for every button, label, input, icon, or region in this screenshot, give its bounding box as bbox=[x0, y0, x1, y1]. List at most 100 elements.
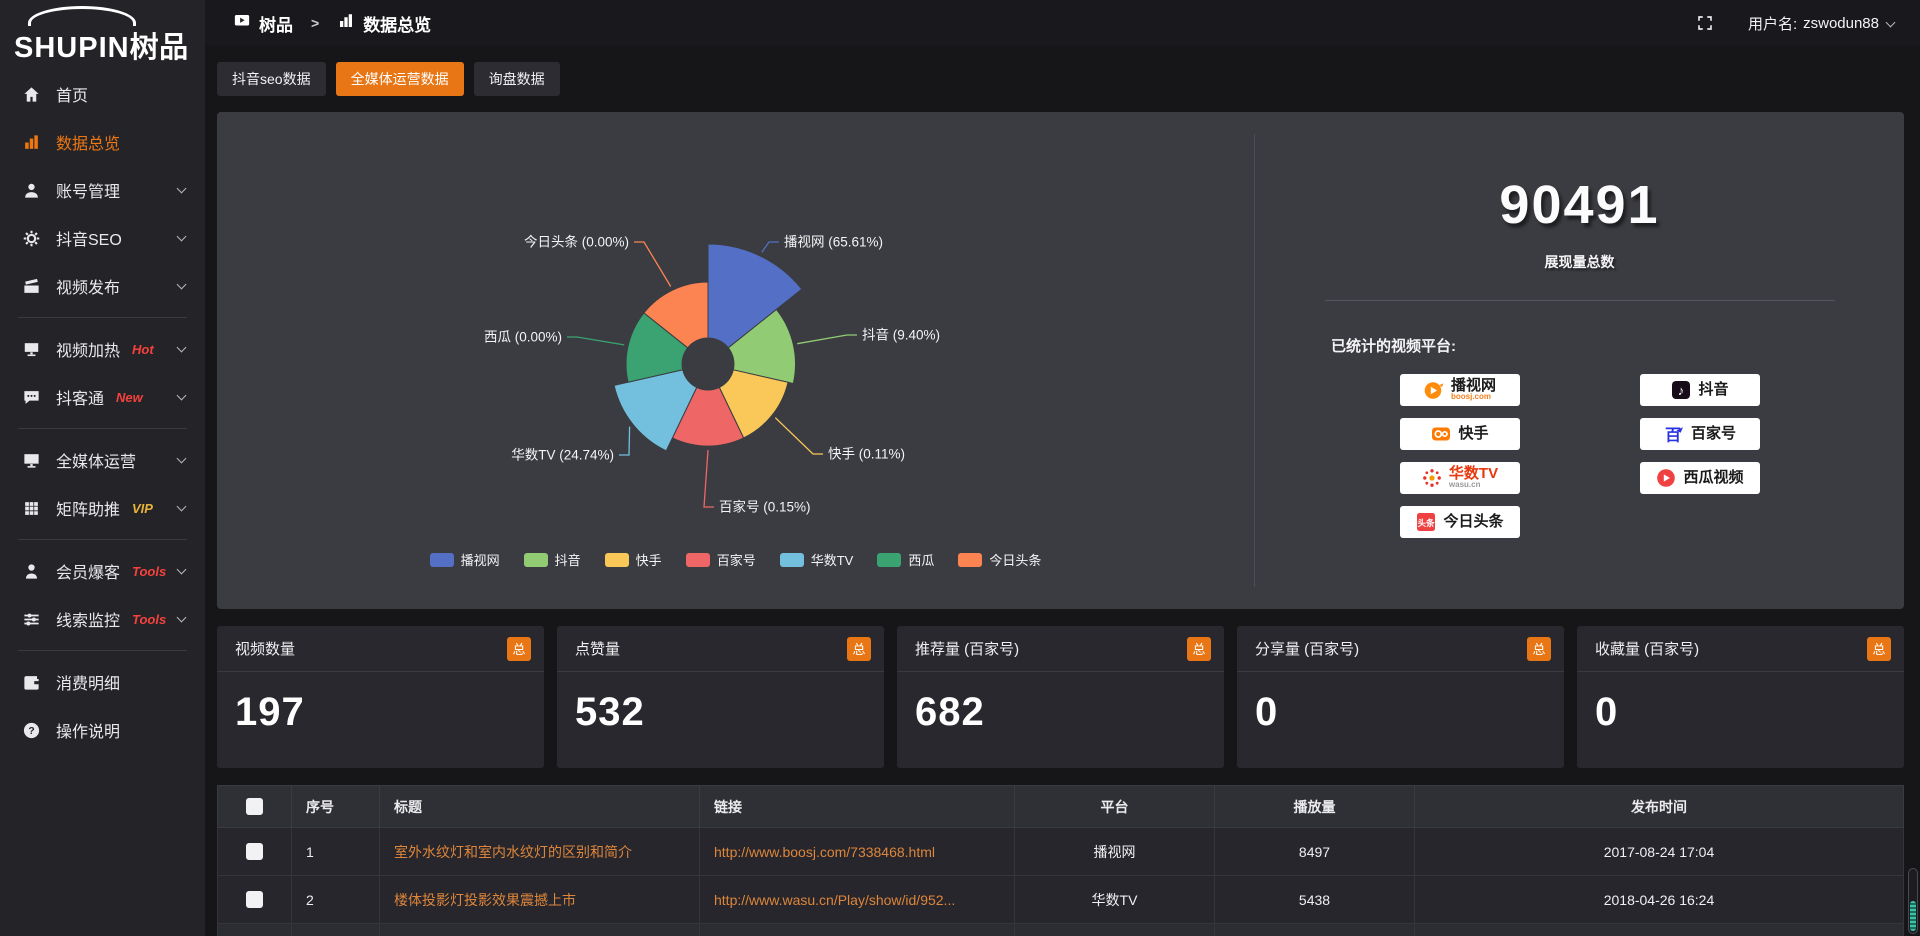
chevron-down-icon bbox=[176, 453, 187, 464]
legend-label: 百家号 bbox=[716, 553, 756, 568]
stat-card-like-count: 点赞量 总 532 bbox=[557, 626, 884, 768]
tab-label: 全媒体运营数据 bbox=[350, 71, 449, 87]
sidebar-item-consume-detail[interactable]: 消费明细 bbox=[0, 658, 205, 706]
sidebar-item-badge: New bbox=[116, 389, 143, 405]
video-title-link[interactable]: 楼体投影灯投影效果震撼上市 bbox=[394, 891, 576, 908]
pie-slice-今日头条[interactable] bbox=[643, 281, 709, 349]
platform-name: 抖音 bbox=[1698, 381, 1729, 399]
select-all-checkbox[interactable] bbox=[246, 798, 263, 816]
pie-label-line bbox=[774, 417, 823, 455]
legend-item-西瓜[interactable]: 西瓜 bbox=[877, 550, 934, 569]
breadcrumb-item-shupin[interactable]: 树品 bbox=[259, 15, 293, 35]
total-impressions-label: 展现量总数 bbox=[1544, 254, 1615, 270]
column-header: 发布时间 bbox=[1414, 785, 1904, 828]
pie-slice-华数TV[interactable] bbox=[613, 369, 698, 452]
sidebar-item-member-baoke[interactable]: 会员爆客 Tools bbox=[0, 547, 205, 595]
sidebar-item-video-publish[interactable]: 视频发布 bbox=[0, 262, 205, 310]
person-icon bbox=[22, 562, 41, 581]
legend-item-抖音[interactable]: 抖音 bbox=[523, 550, 581, 569]
video-url-link[interactable]: http://www.boosj.com/7338468.html bbox=[714, 843, 936, 860]
breadcrumb-item-data-overview[interactable]: 数据总览 bbox=[363, 15, 432, 35]
publish-time-cell: 2018-04-26 16:24 bbox=[1414, 875, 1904, 924]
username: zswodun88 bbox=[1803, 14, 1879, 32]
wallet-icon bbox=[22, 673, 41, 692]
sidebar-item-label: 抖客通 bbox=[56, 391, 105, 408]
videos-table: 序号 标题 链接 平台 播放量 发布时间 1 室外水纹灯和室内水纹灯的区别和简介 http… bbox=[217, 785, 1904, 936]
legend-item-华数TV[interactable]: 华数TV bbox=[779, 550, 853, 569]
sidebar-divider bbox=[18, 650, 187, 651]
video-title-link[interactable]: 室外水纹灯和室内水纹灯的区别和简介 bbox=[394, 843, 632, 860]
user-menu[interactable]: 用户名: zswodun88 bbox=[1748, 13, 1896, 34]
row-select-cell bbox=[217, 875, 292, 924]
sidebar-item-media-operation[interactable]: 全媒体运营 bbox=[0, 436, 205, 484]
overview-icon bbox=[337, 12, 355, 35]
stat-card-value: 197 bbox=[235, 690, 305, 734]
platform-badges: 播视网 boosj.com ♪ 抖音 快手 百百家号 华数TV wasu.cn 西瓜视频 头条… bbox=[1399, 374, 1760, 538]
sidebar-item-operation-guide[interactable]: ? 操作说明 bbox=[0, 706, 205, 754]
pie-label-line bbox=[761, 241, 779, 253]
tab-inquiry-data[interactable]: 询盘数据 bbox=[473, 62, 560, 96]
sidebar-item-douyin-seo[interactable]: 抖音SEO bbox=[0, 214, 205, 262]
sidebar-item-account-manage[interactable]: 账号管理 bbox=[0, 166, 205, 214]
tab-label: 询盘数据 bbox=[488, 71, 545, 87]
pie-label: 西瓜 (0.00%) bbox=[484, 330, 562, 345]
video-url-link[interactable]: http://www.wasu.cn/Play/show/id/952... bbox=[714, 891, 956, 908]
screen-icon bbox=[22, 340, 41, 359]
pie-slice-快手[interactable] bbox=[718, 369, 789, 439]
stat-card-value: 682 bbox=[915, 690, 985, 734]
pie-slice-西瓜[interactable] bbox=[625, 312, 689, 383]
row-checkbox[interactable] bbox=[246, 843, 263, 861]
pie-slice-抖音[interactable] bbox=[727, 308, 796, 385]
row-select-cell bbox=[217, 827, 292, 876]
sidebar-item-data-overview[interactable]: 数据总览 bbox=[0, 118, 205, 166]
legend-swatch bbox=[877, 552, 902, 567]
platform-badge-kuaishou: 快手 bbox=[1399, 418, 1520, 450]
pie-slice-百家号[interactable] bbox=[671, 386, 745, 447]
legend-item-播视网[interactable]: 播视网 bbox=[429, 550, 500, 569]
breadcrumb-separator: > bbox=[311, 15, 320, 31]
content-area: 抖音seo数据 全媒体运营数据 询盘数据 播视网 (65.61%) 抖音 (9.40%… bbox=[205, 46, 1920, 936]
table-row: 2 楼体投影灯投影效果震撼上市 http://www.wasu.cn/Play/… bbox=[217, 875, 1904, 924]
platform-badge-douyin: ♪ 抖音 bbox=[1639, 374, 1760, 406]
row-checkbox[interactable] bbox=[246, 891, 263, 909]
chevron-down-icon bbox=[176, 501, 187, 512]
legend-item-快手[interactable]: 快手 bbox=[604, 550, 662, 569]
sidebar-item-video-heat[interactable]: 视频加热 Hot bbox=[0, 325, 205, 373]
fullscreen-icon[interactable] bbox=[1696, 14, 1714, 32]
tab-media-operation-data[interactable]: 全媒体运营数据 bbox=[335, 62, 464, 96]
sliders-icon bbox=[22, 610, 41, 629]
sidebar-item-douketong[interactable]: 抖客通 New bbox=[0, 373, 205, 421]
pie-label-line bbox=[703, 450, 714, 508]
home-icon bbox=[22, 85, 41, 104]
platform-badge-toutiao: 头条 今日头条 bbox=[1399, 506, 1520, 538]
sidebar-item-home[interactable]: 首页 bbox=[0, 70, 205, 118]
sidebar-item-label: 操作说明 bbox=[56, 724, 121, 741]
tab-douyin-seo-data[interactable]: 抖音seo数据 bbox=[217, 62, 326, 96]
sidebar-item-matrix-boost[interactable]: 矩阵助推 VIP bbox=[0, 484, 205, 532]
video-title-cell: 楼体投影灯投影效果震撼上市 bbox=[379, 875, 700, 924]
sidebar-item-label: 消费明细 bbox=[56, 676, 121, 693]
legend-item-百家号[interactable]: 百家号 bbox=[685, 550, 756, 569]
sidebar-item-badge: Tools bbox=[132, 611, 167, 627]
question-icon: ? bbox=[22, 721, 41, 740]
platform-cell: 华数TV bbox=[1014, 875, 1215, 924]
overview-panel: 播视网 (65.61%) 抖音 (9.40%) 快手 (0.11%) 百家号 (0.1… bbox=[217, 112, 1904, 609]
pie-slice-播视网[interactable] bbox=[707, 243, 803, 349]
topbar: 树品 > 数据总览 用户名: zswodun88 bbox=[205, 0, 1920, 46]
plays-cell: 8497 bbox=[1214, 827, 1415, 876]
platform-name: 西瓜视频 bbox=[1683, 469, 1744, 487]
app-logo: SHUPIN树品 bbox=[0, 0, 205, 64]
sidebar-item-badge: VIP bbox=[132, 500, 153, 516]
legend-label: 抖音 bbox=[554, 553, 581, 568]
platform-sub: wasu.cn bbox=[1448, 480, 1481, 490]
chevron-down-icon bbox=[176, 183, 187, 194]
legend-item-今日头条[interactable]: 今日头条 bbox=[958, 550, 1041, 569]
page-scrollbar-thumb[interactable] bbox=[1910, 901, 1916, 931]
platform-badge-baijiahao: 百百家号 bbox=[1639, 418, 1760, 450]
pie-label: 百家号 (0.15%) bbox=[719, 499, 811, 515]
total-badge: 总 bbox=[1527, 636, 1551, 661]
boosj-icon bbox=[1424, 382, 1444, 399]
sidebar-item-clue-monitor[interactable]: 线索监控 Tools bbox=[0, 595, 205, 643]
sidebar-item-label: 全媒体运营 bbox=[56, 454, 137, 471]
chevron-down-icon bbox=[176, 564, 187, 575]
